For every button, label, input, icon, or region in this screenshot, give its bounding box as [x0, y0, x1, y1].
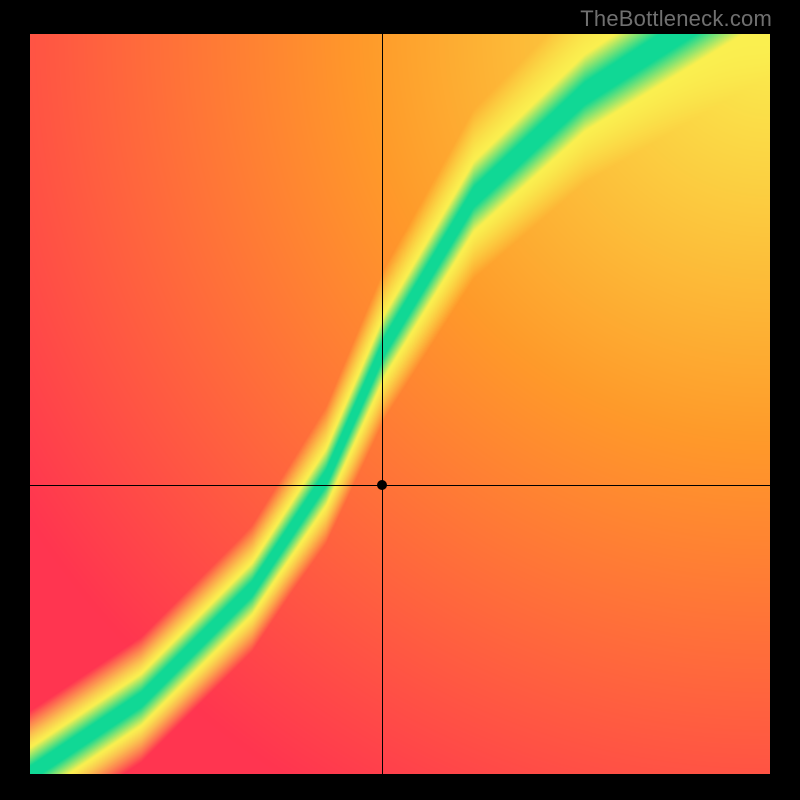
crosshair-horizontal: [30, 485, 770, 486]
watermark-text: TheBottleneck.com: [580, 6, 772, 32]
crosshair-marker: [377, 480, 387, 490]
root: TheBottleneck.com: [0, 0, 800, 800]
heatmap-plot: [30, 34, 770, 774]
heatmap-canvas: [30, 34, 770, 774]
crosshair-vertical: [382, 34, 383, 774]
